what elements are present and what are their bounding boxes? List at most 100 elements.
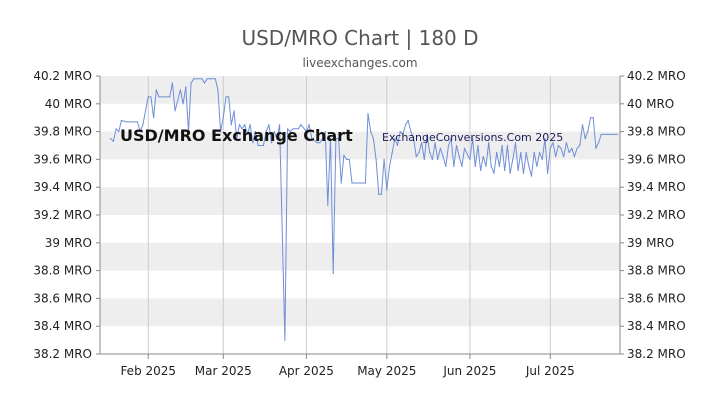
data-point — [238, 124, 240, 126]
data-point — [139, 131, 141, 133]
data-point — [193, 78, 195, 80]
data-point — [244, 124, 246, 126]
data-point — [463, 147, 466, 149]
data-point — [541, 158, 543, 160]
y-axis-right: 40.2 MRO 40 MRO 39.8 MRO 39.6 MRO 39.4 MRO 39… — [620, 69, 686, 361]
data-point — [324, 131, 326, 133]
data-point — [305, 131, 307, 133]
data-point — [217, 89, 219, 91]
data-point — [378, 193, 380, 195]
y-tick-label-right: 38.4 MRO — [627, 319, 686, 333]
data-point — [297, 128, 299, 130]
data-point — [410, 131, 412, 133]
data-point — [118, 131, 120, 133]
data-point — [598, 142, 600, 144]
data-point — [262, 144, 265, 147]
data-point — [482, 156, 484, 158]
data-point — [249, 124, 251, 126]
data-point — [584, 138, 586, 140]
data-point — [343, 154, 345, 156]
data-point — [536, 165, 538, 167]
data-point — [426, 133, 428, 135]
data-point — [528, 165, 530, 167]
data-point — [220, 131, 222, 133]
data-point — [203, 82, 206, 84]
data-point — [233, 110, 235, 112]
data-point — [539, 151, 541, 154]
y-axis-left: 40.2 MRO 40 MRO 39.8 MRO 39.6 MRO 39.4 MRO 39… — [33, 69, 100, 361]
watermark-left: USD/MRO Exchange Chart — [120, 126, 353, 145]
data-point — [434, 142, 436, 144]
data-point — [490, 165, 492, 167]
x-tick-label: Feb 2025 — [120, 364, 176, 378]
data-point — [576, 147, 578, 149]
data-point — [136, 121, 139, 123]
data-point — [335, 138, 337, 140]
data-point — [348, 158, 350, 160]
data-point — [455, 144, 458, 147]
data-point — [522, 172, 525, 174]
data-point — [509, 172, 511, 174]
data-point — [230, 124, 232, 126]
chart-subtitle: liveexchanges.com — [302, 56, 418, 70]
data-point — [589, 117, 592, 119]
data-point — [171, 82, 173, 84]
y-tick-label-right: 39 MRO — [627, 236, 674, 250]
data-point — [394, 138, 396, 140]
data-point — [241, 128, 243, 130]
data-point — [592, 117, 594, 119]
y-tick-label-left: 38.6 MRO — [33, 291, 92, 305]
data-point — [560, 147, 562, 149]
data-point — [185, 86, 187, 88]
data-point — [284, 339, 286, 341]
data-point — [169, 96, 171, 98]
data-point — [616, 133, 618, 135]
data-point — [367, 112, 369, 115]
data-point — [214, 78, 216, 80]
data-point — [469, 158, 471, 160]
data-point — [485, 165, 487, 167]
data-point — [606, 133, 608, 135]
data-point — [150, 96, 152, 98]
data-point — [458, 156, 460, 158]
data-point — [321, 138, 324, 140]
data-point — [520, 151, 522, 154]
data-point — [501, 144, 503, 147]
x-tick-label: May 2025 — [357, 364, 416, 378]
data-point — [158, 96, 160, 98]
data-point — [287, 128, 289, 130]
data-point — [383, 158, 385, 160]
data-point — [279, 124, 281, 126]
data-point — [327, 204, 329, 206]
data-point — [115, 128, 117, 130]
data-point — [153, 117, 155, 119]
data-point — [268, 124, 270, 126]
y-tick-label-left: 40 MRO — [45, 97, 92, 111]
data-point — [525, 151, 527, 154]
y-tick-label-right: 40.2 MRO — [627, 69, 686, 83]
data-point — [338, 138, 340, 140]
series-line — [110, 78, 618, 341]
data-point — [477, 144, 479, 147]
y-tick-label-right: 39.2 MRO — [627, 208, 686, 222]
data-point — [391, 151, 393, 154]
data-point — [273, 131, 275, 133]
y-tick-label-left: 39.4 MRO — [33, 180, 92, 194]
data-point — [399, 131, 401, 133]
data-point — [209, 78, 211, 80]
chart-title: USD/MRO Chart | 180 D — [241, 26, 479, 50]
data-point — [292, 128, 294, 130]
data-point — [163, 96, 165, 98]
grid-band — [100, 187, 620, 215]
data-point — [474, 165, 476, 167]
y-tick-label-right: 39.8 MRO — [627, 125, 686, 139]
data-point — [413, 138, 415, 140]
data-point — [445, 165, 447, 167]
data-point — [375, 158, 377, 160]
y-tick-label-left: 39.8 MRO — [33, 125, 92, 139]
y-tick-label-left: 38.2 MRO — [33, 347, 92, 361]
data-point — [429, 151, 431, 154]
grid-band — [100, 131, 620, 160]
data-point — [380, 193, 382, 195]
data-point — [415, 156, 417, 158]
